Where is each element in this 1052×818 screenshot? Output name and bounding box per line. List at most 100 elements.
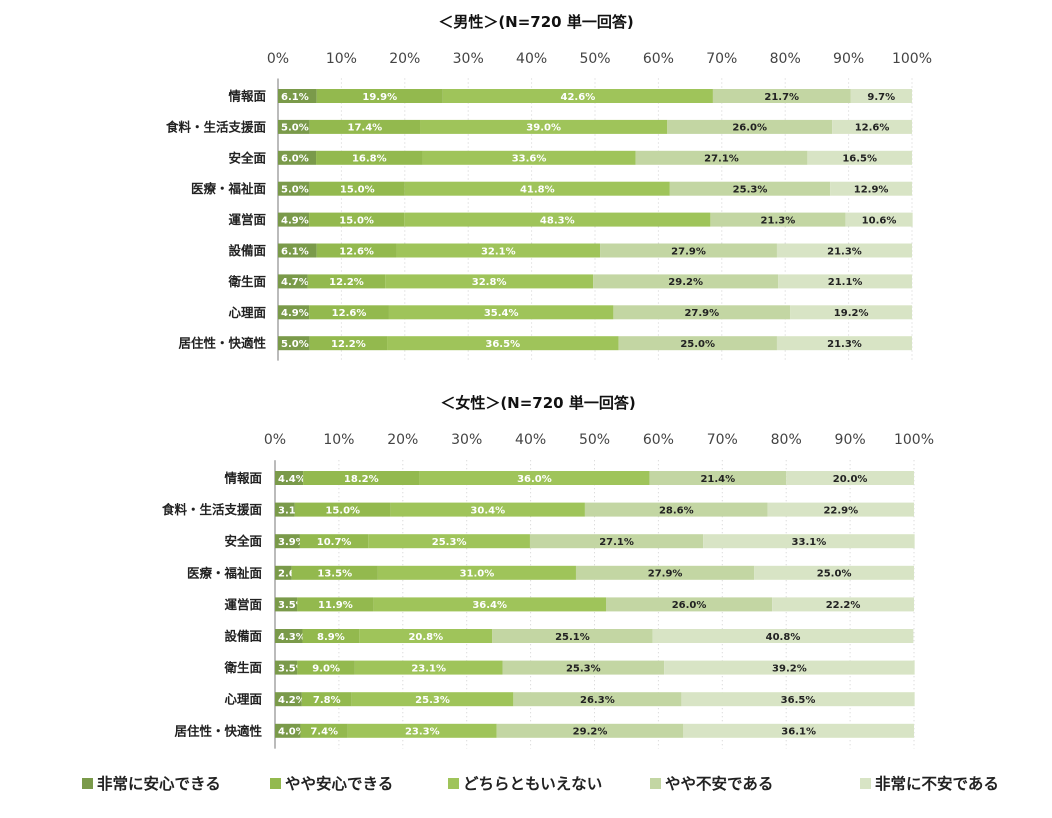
data-label: 4.2% <box>278 695 306 706</box>
data-label: 12.6% <box>332 308 367 319</box>
x-tick-label: 40% <box>516 51 547 67</box>
data-label: 26.3% <box>580 695 615 706</box>
data-label: 22.9% <box>823 505 858 516</box>
data-label: 18.2% <box>344 474 379 485</box>
legend-label: やや安心できる <box>285 774 393 793</box>
bar-segment <box>294 502 391 517</box>
data-label: 3.5% <box>278 663 306 674</box>
x-tick-label: 10% <box>323 432 354 448</box>
data-label: 27.1% <box>704 154 739 165</box>
category-label: 情報面 <box>224 471 262 486</box>
data-label: 22.2% <box>826 600 861 611</box>
data-label: 4.0% <box>278 727 306 738</box>
x-tick-label: 90% <box>835 432 866 448</box>
legend-swatch <box>82 778 93 789</box>
data-label: 23.3% <box>405 727 440 738</box>
x-tick-label: 10% <box>326 51 357 67</box>
bar-segment <box>492 629 653 643</box>
x-tick-label: 30% <box>453 51 484 67</box>
bar-segment <box>420 119 668 134</box>
data-label: 12.6% <box>855 123 890 134</box>
x-tick-label: 100% <box>892 51 932 67</box>
data-label: 6.1% <box>281 246 309 257</box>
bar-segment <box>354 660 503 675</box>
data-label: 21.4% <box>700 474 735 485</box>
data-label: 15.0% <box>325 505 360 516</box>
data-label: 39.2% <box>772 663 807 674</box>
data-label: 19.9% <box>362 92 397 103</box>
data-label: 23.1% <box>411 663 446 674</box>
bar-segment <box>275 471 304 485</box>
data-label: 25.1% <box>555 632 590 643</box>
chart-title: ＜男性＞(N=720 単一回答) <box>438 13 633 31</box>
bar-segment <box>302 629 360 643</box>
data-label: 27.9% <box>684 308 719 319</box>
bar-segment <box>309 212 405 227</box>
bar-segment <box>606 597 773 612</box>
bar-segment <box>790 305 912 320</box>
data-label: 25.3% <box>566 663 601 674</box>
bar-segment <box>404 212 711 227</box>
data-label: 25.3% <box>415 695 450 706</box>
data-label: 32.8% <box>472 277 507 288</box>
x-tick-label: 60% <box>643 432 674 448</box>
bar-segment <box>776 336 912 351</box>
bar-segment <box>359 629 493 643</box>
bar-segment <box>712 89 851 103</box>
chart-title: ＜女性＞(N=720 単一回答) <box>440 394 635 412</box>
data-label: 42.6% <box>561 92 596 103</box>
data-label: 11.9% <box>318 600 353 611</box>
bar-segment <box>351 692 514 707</box>
data-label: 5.0% <box>281 123 309 134</box>
data-label: 21.1% <box>828 277 863 288</box>
bar-segment <box>613 305 791 320</box>
data-label: 3.5% <box>278 600 306 611</box>
legend-swatch <box>448 778 459 789</box>
x-tick-label: 50% <box>579 432 610 448</box>
data-label: 21.3% <box>827 246 862 257</box>
bar-segment <box>703 534 915 549</box>
category-label: 安全面 <box>228 150 266 165</box>
bar-segment <box>309 181 405 196</box>
category-label: 設備面 <box>224 629 262 644</box>
data-label: 36.5% <box>781 695 816 706</box>
legend-label: 非常に不安である <box>875 774 999 793</box>
category-label: 心理面 <box>228 305 266 320</box>
chart-1: ＜女性＞(N=720 単一回答) 0% 10% 20% 30% 40% 50% 60% 70% 8… <box>161 394 934 749</box>
bar-segment <box>309 119 421 134</box>
data-label: 4.9% <box>281 215 309 226</box>
data-label: 29.2% <box>573 727 608 738</box>
data-label: 10.7% <box>317 537 352 548</box>
x-tick-label: 20% <box>387 432 418 448</box>
legend: 非常に安心できる やや安心できる どちらともいえない やや不安である 非常に不安である <box>82 774 999 793</box>
legend-swatch <box>860 778 871 789</box>
data-label: 31.0% <box>460 569 495 580</box>
chart-0: ＜男性＞(N=720 単一回答) 0% 10% 20% 30% 40% 50% 60% 70% 8… <box>165 13 932 361</box>
bar-segment <box>307 274 386 289</box>
bar-segment <box>275 597 298 612</box>
bar-segment <box>404 181 670 196</box>
bar-segment <box>772 597 914 612</box>
bar-segment <box>316 89 443 103</box>
category-label: 運営面 <box>224 597 262 612</box>
x-tick-label: 30% <box>451 432 482 448</box>
bar-segment <box>301 692 352 707</box>
bar-segment <box>635 150 808 165</box>
bar-segment <box>776 243 912 258</box>
bar-segment <box>529 534 704 549</box>
bar-segment <box>278 274 308 289</box>
bar-segment <box>419 471 650 485</box>
x-tick-label: 50% <box>579 51 610 67</box>
bar-segment <box>316 243 397 258</box>
data-label: 6.1% <box>281 92 309 103</box>
legend-swatch <box>270 778 281 789</box>
bar-segment <box>778 274 912 289</box>
bar-segment <box>299 534 369 549</box>
data-label: 4.3% <box>278 632 306 643</box>
data-label: 33.1% <box>792 537 827 548</box>
bar-segment <box>754 565 914 580</box>
bar-segment <box>373 597 607 612</box>
bar-segment <box>377 565 576 580</box>
data-label: 40.8% <box>766 632 801 643</box>
